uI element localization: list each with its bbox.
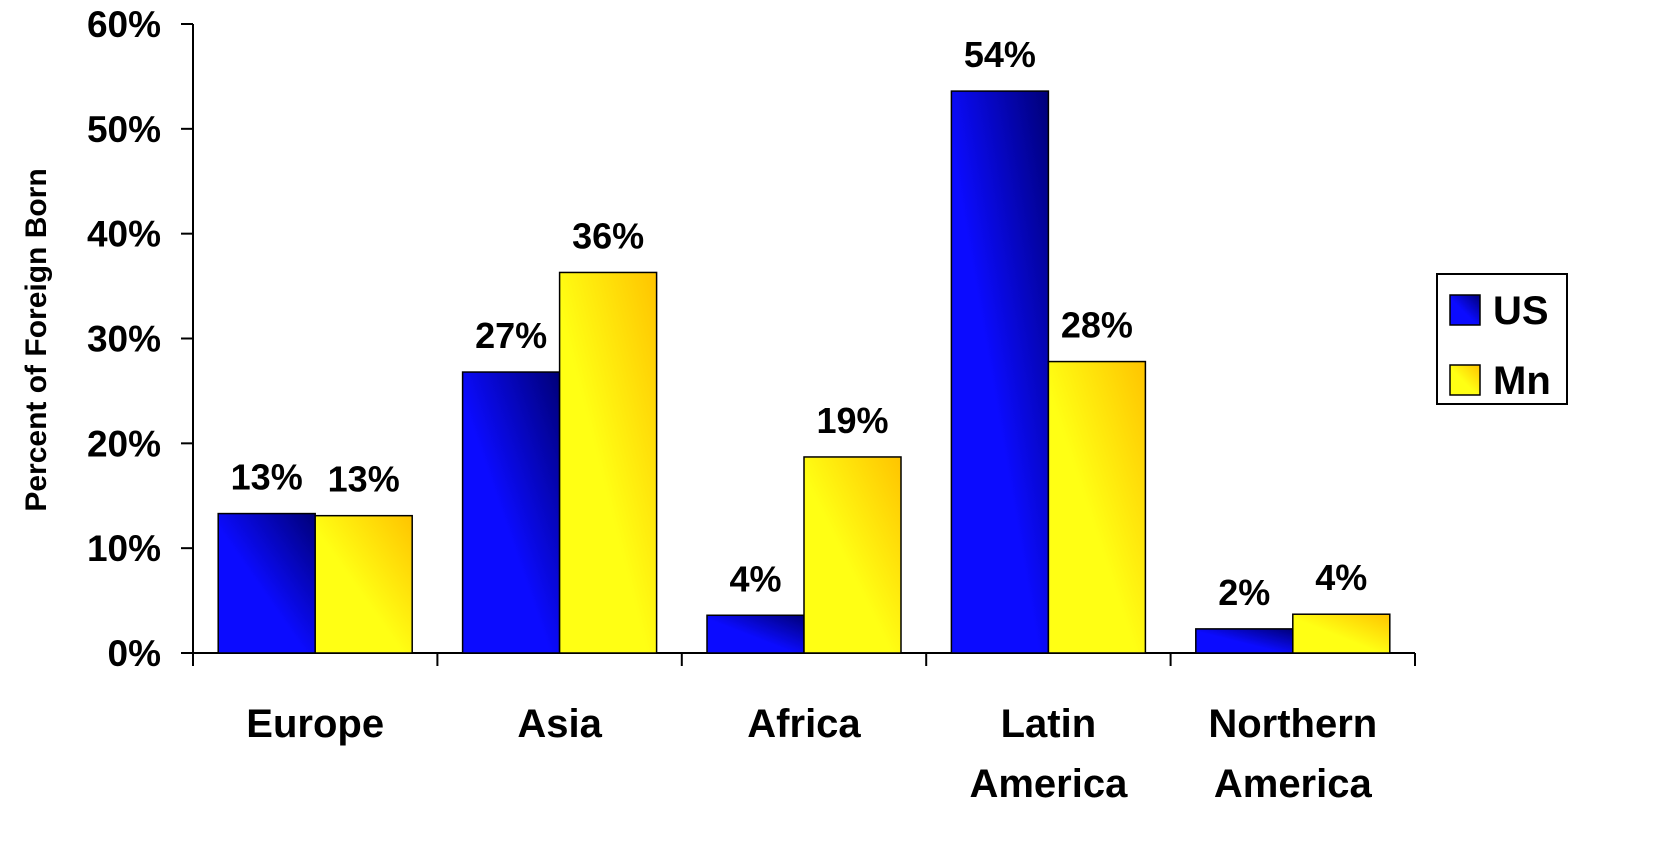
- data-label-us-0: 13%: [231, 457, 303, 498]
- data-label-mn-3: 28%: [1061, 305, 1133, 346]
- y-tick-label: 60%: [87, 4, 161, 45]
- bars: [217, 90, 1391, 654]
- data-label-us-4: 2%: [1218, 572, 1270, 613]
- y-tick-label: 50%: [87, 109, 161, 150]
- data-label-mn-4: 4%: [1315, 557, 1367, 598]
- bar-mn-2: [803, 456, 902, 654]
- y-tick-label: 10%: [87, 528, 161, 569]
- data-label-us-2: 4%: [729, 558, 781, 599]
- data-label-mn-1: 36%: [572, 215, 644, 256]
- legend-swatch-us: [1449, 294, 1481, 326]
- y-axis-title: Percent of Foreign Born: [20, 168, 53, 511]
- bar-us-4: [1195, 628, 1294, 654]
- legend-label-us: US: [1493, 289, 1549, 333]
- axes: 0% 10% 20% 30% 40% 50% 60% Europe Asia Africa Lati…: [87, 4, 1416, 806]
- bar-us-3: [950, 90, 1050, 654]
- x-category-label: Africa: [747, 702, 861, 746]
- x-category-label: Europe: [246, 702, 384, 746]
- bar-mn-1: [558, 271, 658, 654]
- data-label-mn-2: 19%: [816, 400, 888, 441]
- x-category-label: Northern America: [1208, 702, 1377, 806]
- bar-us-2: [706, 614, 805, 654]
- data-label-mn-0: 13%: [328, 459, 400, 500]
- legend-label-mn: Mn: [1493, 359, 1551, 403]
- x-category-label: Latin America: [969, 702, 1128, 806]
- y-tick-label: 0%: [108, 633, 161, 674]
- data-label-us-1: 27%: [475, 315, 547, 356]
- bar-us-1: [461, 371, 561, 654]
- x-category-label: Asia: [517, 702, 602, 746]
- bar-mn-4: [1292, 613, 1391, 654]
- bar-mn-0: [314, 514, 413, 654]
- y-tick-label: 40%: [87, 214, 161, 255]
- data-labels: 13% 27% 4% 54% 2% 13% 36% 19% 28% 4%: [231, 34, 1368, 613]
- bar-mn-3: [1047, 360, 1147, 654]
- legend-swatch-mn: [1449, 364, 1481, 396]
- y-tick-label: 20%: [87, 423, 161, 464]
- bar-us-0: [217, 512, 316, 654]
- y-tick-label: 30%: [87, 319, 161, 360]
- legend: US Mn: [1436, 273, 1568, 405]
- data-label-us-3: 54%: [964, 34, 1036, 75]
